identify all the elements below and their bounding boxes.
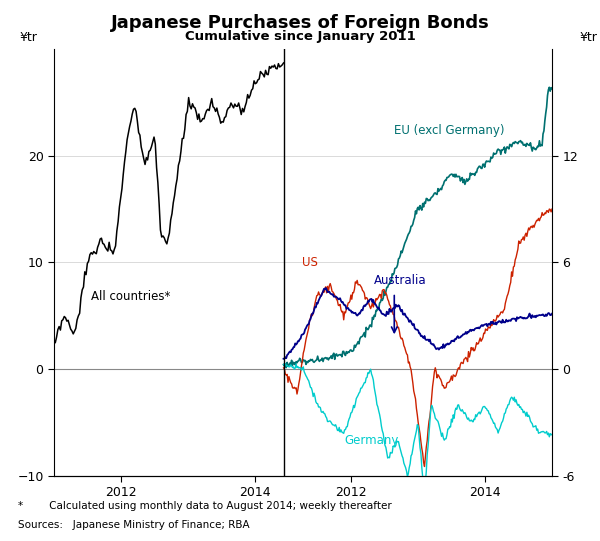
Text: *        Calculated using monthly data to August 2014; weekly thereafter: * Calculated using monthly data to Augus… [18, 502, 392, 511]
Text: All countries*: All countries* [91, 290, 170, 303]
Text: Sources:   Japanese Ministry of Finance; RBA: Sources: Japanese Ministry of Finance; R… [18, 520, 250, 530]
Text: Japanese Purchases of Foreign Bonds: Japanese Purchases of Foreign Bonds [110, 14, 490, 31]
Text: Cumulative since January 2011: Cumulative since January 2011 [185, 30, 415, 43]
Text: Germany: Germany [344, 434, 398, 447]
Text: ¥tr: ¥tr [580, 31, 597, 44]
Text: US: US [302, 256, 318, 269]
Text: EU (excl Germany): EU (excl Germany) [394, 124, 505, 137]
Text: ¥tr: ¥tr [19, 31, 37, 44]
Text: Australia: Australia [374, 274, 427, 287]
